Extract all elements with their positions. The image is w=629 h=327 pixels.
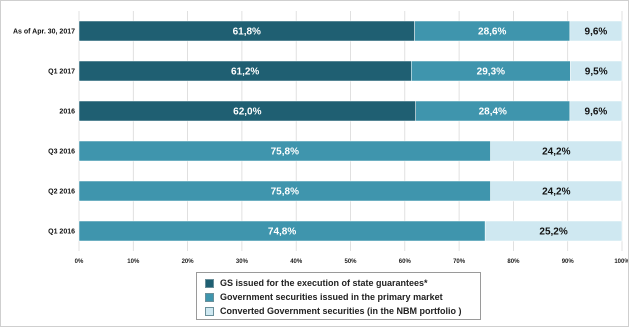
- x-tick-label: 40%: [290, 259, 303, 265]
- legend-swatch-converted: [205, 306, 214, 316]
- x-tick-label: 10%: [127, 259, 140, 265]
- x-tick-label: 30%: [236, 259, 249, 265]
- category-label: As of Apr. 30, 2017: [13, 29, 75, 36]
- data-label: 74,8%: [268, 227, 296, 238]
- data-label: 9,5%: [585, 67, 608, 78]
- bar-segment: [490, 140, 623, 162]
- data-label: 61,8%: [233, 27, 261, 38]
- legend: GS issued for the execution of state gua…: [196, 272, 481, 320]
- x-tick-label: 20%: [182, 259, 195, 265]
- x-tick-label: 60%: [399, 259, 412, 265]
- x-tick-label: 100%: [614, 259, 628, 265]
- data-label: 24,2%: [542, 147, 570, 158]
- legend-item-converted: Converted Government securities (in the …: [205, 304, 480, 318]
- x-tick-label: 0%: [75, 259, 84, 265]
- bar-segment: [569, 20, 623, 42]
- data-label: 75,8%: [271, 147, 299, 158]
- legend-label-converted: Converted Government securities (in the …: [220, 306, 462, 316]
- data-label: 28,6%: [478, 27, 506, 38]
- category-label: Q1 2016: [48, 229, 75, 236]
- x-tick-label: 90%: [562, 259, 575, 265]
- stacked-bar-chart: 0% 10% 20% 30% 40% 50% 60% 70% 80% 90% 100% As of A…: [13, 11, 628, 265]
- data-label: 62,0%: [233, 107, 261, 118]
- bar-segment: [484, 220, 623, 242]
- category-label: Q2 2016: [48, 189, 75, 196]
- data-label: 25,2%: [539, 227, 567, 238]
- data-label: 9,6%: [585, 107, 608, 118]
- legend-item-state-guarantees: GS issued for the execution of state gua…: [205, 276, 480, 290]
- data-label: 61,2%: [231, 67, 259, 78]
- data-label: 24,2%: [542, 187, 570, 198]
- bar-segment: [490, 180, 623, 202]
- data-label: 28,4%: [479, 107, 507, 118]
- data-label: 75,8%: [271, 187, 299, 198]
- data-label: 9,6%: [585, 27, 608, 38]
- bar-segment: [570, 60, 623, 82]
- x-tick-label: 50%: [344, 259, 357, 265]
- category-label: Q1 2017: [48, 69, 75, 76]
- bar-segment: [569, 100, 623, 122]
- legend-label-state-guarantees: GS issued for the execution of state gua…: [220, 278, 428, 288]
- legend-label-primary-market: Government securities issued in the prim…: [220, 292, 443, 302]
- legend-swatch-primary-market: [205, 292, 214, 302]
- category-label: 2016: [59, 109, 75, 116]
- legend-item-primary-market: Government securities issued in the prim…: [205, 290, 480, 304]
- x-tick-label: 80%: [507, 259, 520, 265]
- legend-swatch-state-guarantees: [205, 278, 214, 288]
- x-tick-label: 70%: [453, 259, 466, 265]
- data-label: 29,3%: [477, 67, 505, 78]
- category-label: Q3 2016: [48, 149, 75, 156]
